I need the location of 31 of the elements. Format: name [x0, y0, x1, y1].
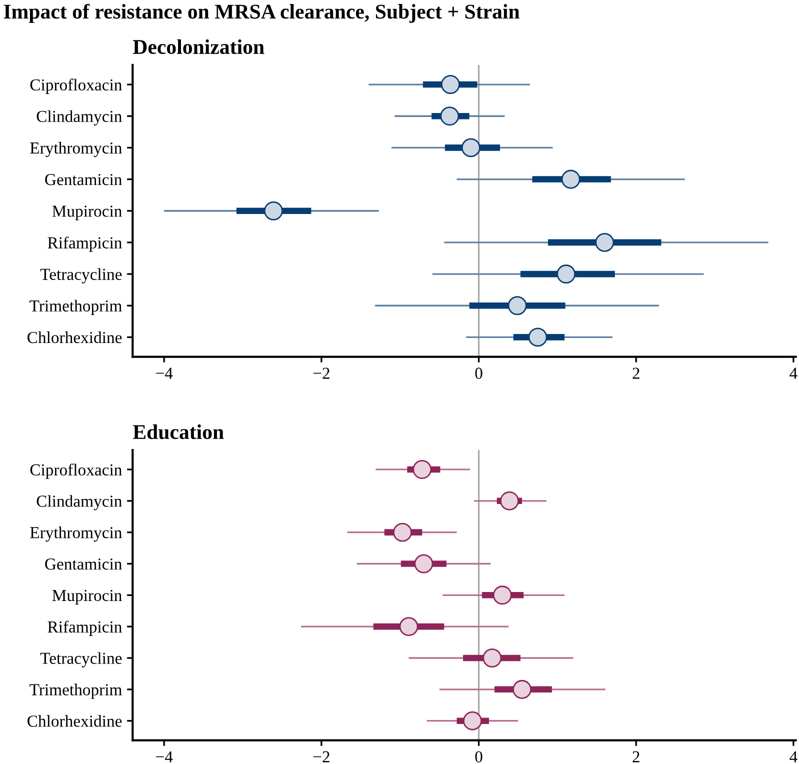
x-tick-label: −4: [156, 368, 173, 379]
y-tick-label: Mupirocin: [52, 590, 122, 604]
y-tick-label: Erythromycin: [30, 142, 122, 158]
x-tick-label: −2: [313, 368, 330, 379]
y-tick-label: Chlorhexidine: [28, 715, 122, 727]
chart-title: Decolonization: [133, 39, 264, 54]
y-tick-label: Ciprofloxacin: [30, 464, 122, 479]
y-tick-label: Clindamycin: [36, 110, 122, 126]
y-tick-label: Ciprofloxacin: [30, 78, 122, 94]
y-tick-label: Clindamycin: [36, 495, 122, 510]
y-tick-label: Trimethoprim: [30, 684, 122, 699]
y-tick-label: Trimethoprim: [30, 300, 122, 315]
y-tick-label: Gentamicin: [45, 174, 122, 186]
text: Impact of resistance on MRSA clearance, Subject + Strain: [4, 4, 520, 23]
x-tick-label: 4: [790, 751, 798, 762]
x-tick-label: 4: [790, 368, 798, 379]
y-tick-label: Rifampicin: [48, 236, 122, 252]
x-tick-label: 0: [475, 368, 482, 379]
x-tick-label: 2: [632, 368, 640, 379]
y-tick-label: Tetracycline: [40, 268, 122, 284]
y-tick-label: Mupirocin: [52, 206, 122, 220]
x-tick-label: −4: [156, 751, 173, 762]
x-tick-label: 2: [632, 751, 640, 762]
y-tick-label: Tetracycline: [40, 652, 122, 668]
x-tick-label: 0: [475, 751, 482, 762]
x-tick-label: −2: [313, 751, 330, 762]
chart-title: Education: [132, 424, 224, 440]
y-tick-label: Erythromycin: [30, 526, 122, 542]
y-tick-label: Rifampicin: [48, 620, 122, 636]
y-tick-label: Gentamicin: [45, 558, 122, 570]
y-tick-label: Chlorhexidine: [28, 331, 122, 344]
